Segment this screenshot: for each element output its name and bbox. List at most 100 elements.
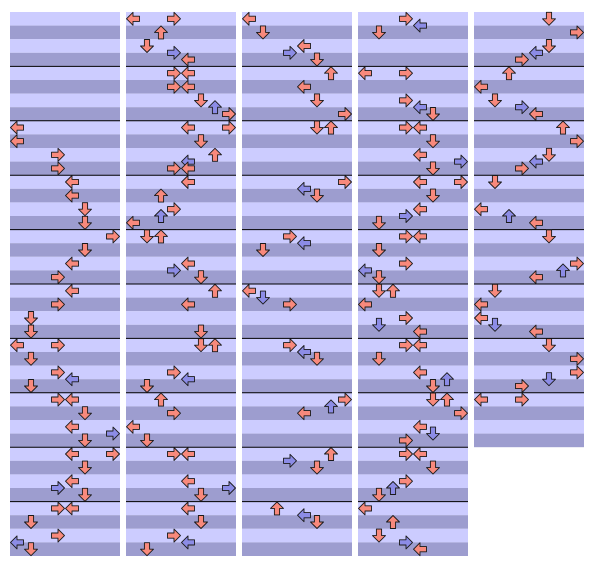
arrow-note xyxy=(454,154,468,169)
beat-stripe xyxy=(474,120,584,135)
arrow-note xyxy=(474,311,488,325)
arrow-note xyxy=(488,175,502,189)
beat-stripe xyxy=(126,352,236,366)
beat-stripe xyxy=(242,66,352,80)
beat-stripe xyxy=(126,25,236,40)
beat-stripe xyxy=(242,352,352,366)
beat-stripe xyxy=(242,161,352,176)
arrow-note xyxy=(181,447,195,461)
arrow-note xyxy=(126,419,140,434)
arrow-note xyxy=(515,52,529,67)
beat-stripe xyxy=(474,311,584,325)
arrow-note xyxy=(324,120,338,135)
beat-stripe xyxy=(126,542,236,556)
arrow-note xyxy=(181,175,195,189)
beat-stripe xyxy=(10,52,120,67)
beat-stripe xyxy=(358,488,468,502)
arrow-note xyxy=(570,351,584,366)
arrow-note xyxy=(570,25,584,40)
arrow-note xyxy=(256,290,270,305)
arrow-note xyxy=(324,66,338,81)
arrow-note xyxy=(399,256,413,271)
arrow-note xyxy=(140,229,154,244)
arrow-note xyxy=(283,338,297,353)
arrow-note xyxy=(194,270,208,285)
beat-stripe xyxy=(242,80,352,94)
beat-stripe xyxy=(242,447,352,461)
beat-stripe xyxy=(10,175,120,189)
arrow-note xyxy=(454,175,468,189)
beat-stripe xyxy=(358,229,468,244)
beat-stripe xyxy=(126,80,236,94)
arrow-note xyxy=(515,161,529,176)
arrow-note xyxy=(222,120,236,135)
beat-stripe xyxy=(242,515,352,529)
arrow-note xyxy=(386,481,400,495)
arrow-note xyxy=(310,460,324,475)
beat-stripe xyxy=(474,406,584,420)
arrow-note xyxy=(399,474,413,489)
beat-stripe xyxy=(126,12,236,26)
arrow-note xyxy=(78,215,92,230)
arrow-note xyxy=(126,215,140,230)
arrow-note xyxy=(167,45,181,60)
arrow-note xyxy=(181,79,195,94)
arrow-note xyxy=(529,45,543,60)
arrow-note xyxy=(65,474,79,489)
arrow-note xyxy=(10,338,24,353)
beat-stripe xyxy=(242,93,352,108)
arrow-note xyxy=(181,52,195,67)
arrow-note xyxy=(358,66,372,81)
beat-stripe xyxy=(10,216,120,230)
arrow-note xyxy=(556,263,570,278)
beat-stripe xyxy=(126,297,236,312)
arrow-note xyxy=(65,447,79,461)
arrow-note xyxy=(426,134,440,149)
arrow-note xyxy=(413,365,427,380)
beat-stripe xyxy=(358,311,468,325)
beat-stripe xyxy=(10,365,120,380)
arrow-note xyxy=(413,18,427,33)
beat-stripe xyxy=(358,134,468,148)
beat-stripe xyxy=(474,80,584,94)
arrow-note xyxy=(194,338,208,353)
beat-stripe xyxy=(126,460,236,475)
arrow-note xyxy=(181,535,195,550)
beat-stripe xyxy=(242,25,352,40)
arrow-note xyxy=(338,175,352,189)
arrow-note xyxy=(529,107,543,121)
beat-stripe xyxy=(10,406,120,420)
arrow-note xyxy=(24,324,38,339)
arrow-note xyxy=(399,11,413,26)
arrow-note xyxy=(413,338,427,353)
beat-stripe xyxy=(474,175,584,189)
beat-stripe xyxy=(10,515,120,529)
beat-stripe xyxy=(474,66,584,80)
beat-stripe xyxy=(126,311,236,325)
arrow-note xyxy=(338,392,352,407)
beat-stripe xyxy=(126,284,236,298)
beat-stripe xyxy=(10,474,120,488)
arrow-note xyxy=(167,447,181,461)
beat-stripe xyxy=(10,528,120,543)
arrow-note xyxy=(194,487,208,502)
beat-stripe xyxy=(474,338,584,352)
beat-stripe xyxy=(126,93,236,108)
arrow-note xyxy=(413,100,427,115)
beat-stripe xyxy=(126,161,236,176)
arrow-note xyxy=(297,236,311,251)
arrow-note xyxy=(413,419,427,434)
arrow-note xyxy=(10,535,24,550)
beat-stripe xyxy=(126,216,236,230)
beat-stripe xyxy=(358,12,468,26)
beat-stripe xyxy=(126,528,236,543)
beat-stripe xyxy=(242,39,352,53)
chart-column xyxy=(10,12,120,557)
arrow-note xyxy=(65,392,79,407)
arrow-note xyxy=(372,215,386,230)
beat-stripe xyxy=(474,39,584,53)
arrow-note xyxy=(324,399,338,414)
beat-stripe xyxy=(10,311,120,325)
arrow-note xyxy=(154,229,168,244)
